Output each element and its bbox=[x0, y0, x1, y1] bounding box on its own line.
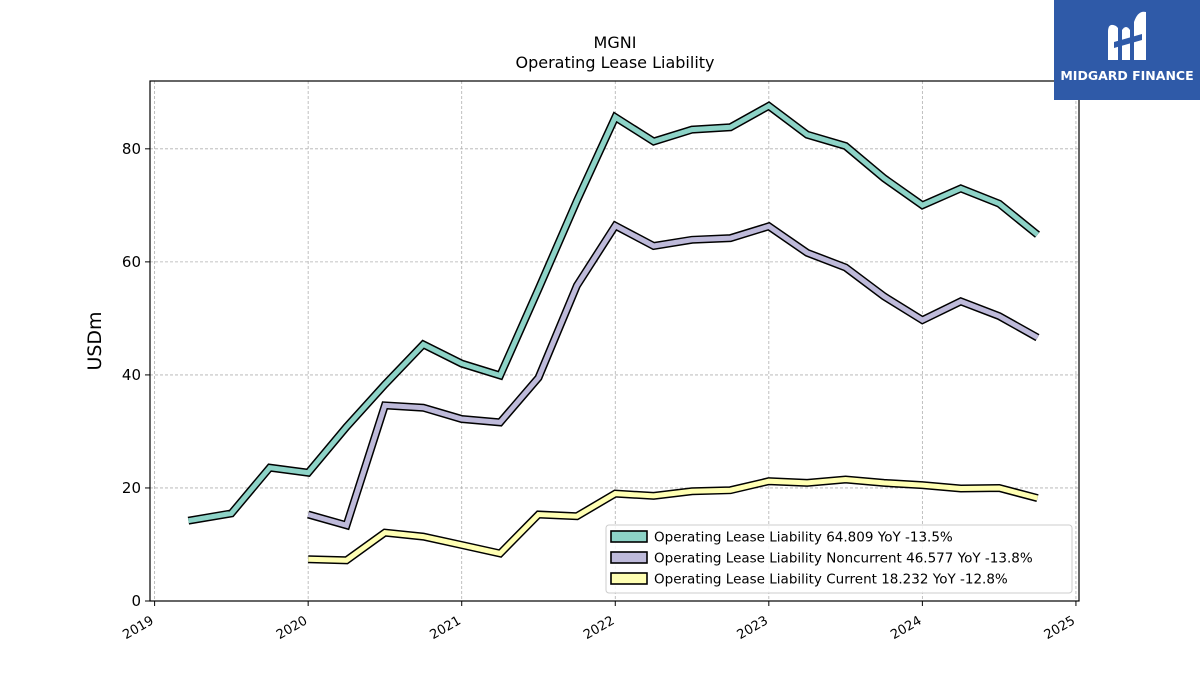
x-tick-label: 2021 bbox=[428, 613, 464, 643]
series-1 bbox=[307, 220, 1040, 531]
y-tick-label: 80 bbox=[122, 140, 141, 158]
legend-swatch bbox=[610, 551, 648, 564]
legend-label: Operating Lease Liability Current 18.232… bbox=[654, 572, 1008, 588]
x-tick-label: 2023 bbox=[735, 613, 771, 643]
grid-lines bbox=[150, 81, 1079, 602]
logo-text: MIDGARD FINANCE bbox=[1060, 68, 1194, 83]
plot-frame bbox=[149, 80, 1080, 602]
y-tick-label: 40 bbox=[122, 366, 141, 384]
midgard-logo-icon bbox=[1108, 11, 1146, 60]
series-2 bbox=[308, 475, 1039, 565]
y-axis-label: USDm bbox=[84, 311, 106, 370]
y-tick-label: 60 bbox=[122, 253, 141, 271]
x-tick-label: 2019 bbox=[120, 613, 156, 643]
legend-swatch bbox=[610, 572, 648, 585]
chart-title: MGNI bbox=[594, 33, 637, 52]
chart-subtitle: Operating Lease Liability bbox=[515, 53, 714, 72]
series-line bbox=[187, 102, 1040, 524]
series-layer bbox=[187, 101, 1041, 565]
legend-label: Operating Lease Liability Noncurrent 46.… bbox=[654, 551, 1033, 567]
legend: Operating Lease Liability 64.809 YoY -13… bbox=[605, 524, 1073, 594]
legend-frame bbox=[605, 524, 1073, 594]
legend-swatch bbox=[610, 530, 648, 543]
y-tick-label: 0 bbox=[131, 592, 141, 610]
series-line bbox=[307, 222, 1039, 529]
y-tick-label: 20 bbox=[122, 479, 141, 497]
series-line bbox=[308, 476, 1039, 563]
series-0 bbox=[187, 101, 1041, 525]
x-tick-label: 2020 bbox=[274, 613, 310, 643]
x-tick-label: 2022 bbox=[581, 613, 617, 643]
x-tick-label: 2025 bbox=[1042, 613, 1078, 643]
legend-label: Operating Lease Liability 64.809 YoY -13… bbox=[654, 530, 953, 546]
brand-logo: MIDGARD FINANCE bbox=[1054, 0, 1200, 100]
x-tick-label: 2024 bbox=[888, 613, 924, 643]
series-line-outline bbox=[307, 220, 1040, 531]
